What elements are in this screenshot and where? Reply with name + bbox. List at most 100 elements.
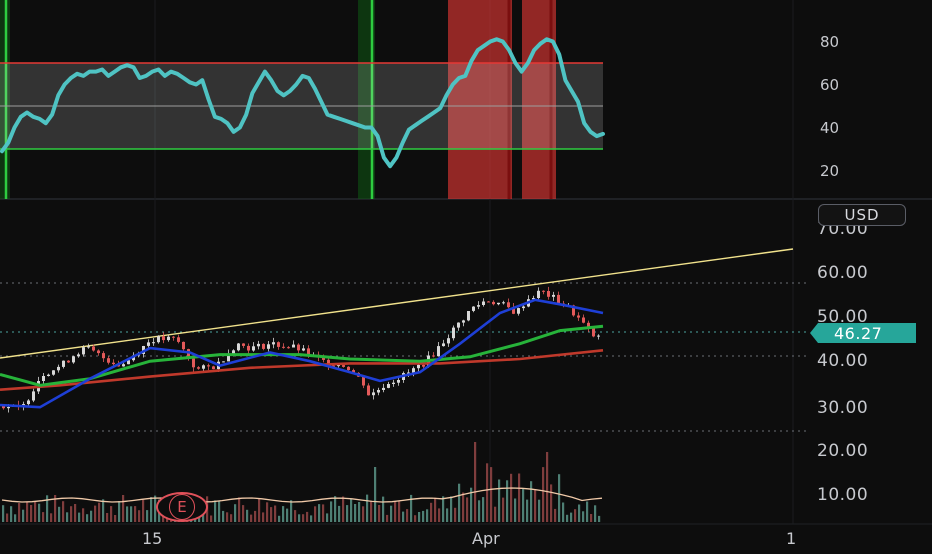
volume-bar — [598, 515, 601, 522]
candle-body — [482, 301, 485, 305]
candle-body — [577, 315, 580, 318]
volume-bar — [246, 509, 249, 522]
candle-body — [362, 376, 365, 386]
volume-bar — [298, 514, 301, 522]
volume-bar — [570, 512, 573, 522]
volume-bar — [450, 496, 453, 522]
candle-body — [582, 317, 585, 323]
candle-body — [172, 336, 175, 338]
time-label-15: 15 — [142, 529, 162, 548]
candle-body — [497, 302, 500, 305]
volume-bar — [250, 514, 253, 522]
volume-bar — [78, 512, 81, 522]
candle-body — [287, 347, 290, 349]
volume-bar — [230, 514, 233, 522]
volume-bar — [470, 487, 473, 522]
candle-body — [452, 327, 455, 339]
volume-bar — [46, 495, 49, 522]
volume-bar — [142, 499, 145, 522]
rsi-indicator — [0, 37, 605, 169]
candle-body — [227, 353, 230, 362]
volume-bar — [482, 497, 485, 522]
volume-bar — [14, 514, 17, 522]
rsi-axis-label-60: 60 — [820, 76, 839, 94]
volume-bar — [354, 504, 357, 522]
candle-body — [507, 302, 510, 308]
volume-bar — [378, 505, 381, 522]
candle-body — [417, 364, 420, 369]
candle-body — [197, 367, 200, 369]
volume-bar — [110, 506, 113, 522]
volume-bar — [306, 511, 309, 522]
candle-body — [52, 370, 55, 375]
volume-bar — [538, 499, 541, 522]
volume-bar — [522, 489, 525, 522]
candle-body — [467, 311, 470, 321]
volume-bar — [574, 509, 577, 522]
volume-bar — [222, 510, 225, 522]
candle-body — [382, 387, 385, 390]
candle-body — [157, 336, 160, 343]
time-label-apr: Apr — [472, 529, 500, 548]
resistance-trendline — [0, 248, 794, 359]
volume-bar — [94, 505, 97, 522]
volume-bar — [582, 511, 585, 522]
candle-body — [112, 362, 115, 365]
candle-body — [257, 343, 260, 347]
volume-bar — [138, 510, 141, 522]
rsi-pane — [0, 0, 603, 199]
candle-body — [407, 372, 410, 374]
volume-bar — [458, 483, 461, 522]
volume-bar — [350, 498, 353, 522]
volume-bar — [54, 495, 57, 522]
candle-body — [277, 342, 280, 347]
volume-bar — [274, 505, 277, 522]
volume-bar — [446, 508, 449, 522]
volume-bar — [566, 514, 569, 522]
volume-bar — [262, 512, 265, 522]
candle-body — [457, 322, 460, 328]
volume-bar — [202, 513, 205, 522]
volume-bar — [342, 496, 345, 522]
candle-body — [127, 360, 130, 365]
candle-body — [77, 354, 80, 357]
volume-bar — [474, 442, 477, 522]
volume-bar — [542, 467, 545, 522]
candle-body — [327, 359, 330, 366]
price-axis-label-60: 60.00 — [817, 263, 868, 283]
volume-bar — [366, 494, 369, 522]
volume-bar — [578, 504, 581, 522]
volume-bar — [286, 508, 289, 522]
currency-badge[interactable]: USD — [818, 204, 906, 226]
rsi-axis-label-20: 20 — [820, 162, 839, 180]
volume-bar — [530, 481, 533, 522]
volume-bar — [242, 505, 245, 522]
volume-bar — [6, 513, 9, 522]
candle-body — [187, 349, 190, 359]
volume-bar — [310, 515, 313, 522]
volume-bar — [106, 513, 109, 522]
candle-body — [27, 400, 30, 405]
candle-body — [377, 390, 380, 393]
volume-bar — [382, 496, 385, 522]
volume-bar — [422, 510, 425, 522]
volume-bar — [226, 512, 229, 522]
volume-bar — [270, 507, 273, 522]
candle-body — [432, 355, 435, 357]
rsi-axis-label-80: 80 — [820, 33, 839, 51]
volume-bar — [82, 508, 85, 522]
volume-bar — [98, 502, 101, 522]
earnings-marker[interactable]: E — [156, 492, 208, 522]
candle-body — [167, 336, 170, 341]
volume-bar — [130, 506, 133, 522]
candle-body — [322, 357, 325, 360]
volume-bar — [562, 502, 565, 522]
candle-body — [162, 336, 165, 341]
volume-bar — [2, 505, 5, 522]
volume-bar — [282, 506, 285, 522]
volume-bar — [42, 512, 45, 522]
volume-bar — [406, 509, 409, 522]
candle-body — [67, 360, 70, 363]
